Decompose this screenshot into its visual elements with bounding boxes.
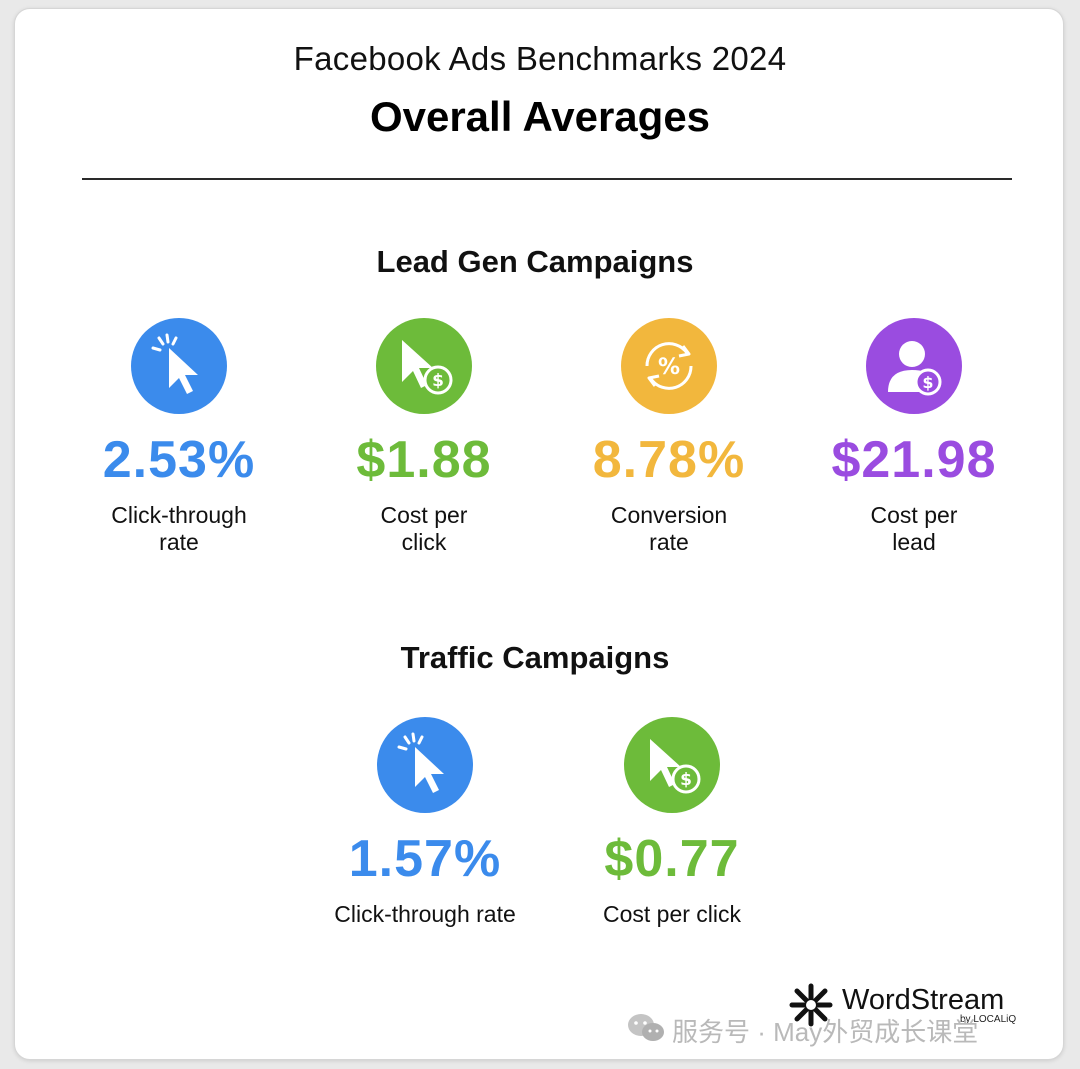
infographic-title: Facebook Ads Benchmarks 2024 bbox=[293, 40, 787, 77]
cursor-click-icon bbox=[131, 318, 227, 414]
percent-cycle-icon: % bbox=[621, 318, 717, 414]
lead-gen-ctr-label-line2: rate bbox=[159, 529, 199, 555]
infographic-card bbox=[14, 8, 1064, 1060]
lead-gen-conversion-value: 8.78% bbox=[592, 431, 746, 489]
lead-gen-cpl-label-line1: Cost per bbox=[870, 502, 958, 528]
traffic-cpc-label: Cost per click bbox=[602, 901, 742, 927]
brand-sub: by LOCALiQ bbox=[960, 1014, 1017, 1025]
lead-gen-ctr-label-line1: Click-through bbox=[111, 502, 247, 528]
wordstream-logo: WordStream by LOCALiQ bbox=[788, 980, 1028, 1030]
lead-gen-cpc-label-line2: click bbox=[401, 529, 447, 555]
lead-gen-section-title: Lead Gen Campaigns bbox=[376, 244, 694, 279]
lead-gen-cpc-label: Cost per click bbox=[289, 502, 559, 556]
lead-gen-cpc-value: $1.88 bbox=[356, 431, 492, 489]
svg-text:$: $ bbox=[432, 371, 444, 391]
lead-gen-cpl-value: $21.98 bbox=[831, 431, 997, 489]
watermark-text: 服务号 · May外贸成长课堂 bbox=[672, 1017, 979, 1047]
svg-text:$: $ bbox=[922, 373, 933, 392]
brand-name: WordStream bbox=[842, 984, 1005, 1016]
lead-gen-ctr-label: Click-through rate bbox=[44, 502, 314, 556]
lead-gen-conversion-label-line2: rate bbox=[649, 529, 689, 555]
infographic-headline: Overall Averages bbox=[369, 93, 711, 140]
lead-gen-cpl-label: Cost per lead bbox=[779, 502, 1049, 556]
traffic-section-title: Traffic Campaigns bbox=[400, 640, 670, 675]
lead-gen-conversion-label: Conversion rate bbox=[534, 502, 804, 556]
lead-gen-ctr-value: 2.53% bbox=[102, 431, 256, 489]
cursor-dollar-icon: $ bbox=[624, 717, 720, 813]
lead-gen-conversion-label-line1: Conversion bbox=[610, 502, 728, 528]
watermark: 服务号 · May外贸成长课堂 bbox=[626, 1008, 1066, 1048]
traffic-cpc-value: $0.77 bbox=[604, 830, 740, 888]
traffic-ctr-value: 1.57% bbox=[348, 830, 502, 888]
cursor-dollar-icon: $ bbox=[376, 318, 472, 414]
wordstream-mark-icon bbox=[789, 983, 833, 1027]
lead-gen-cpc-label-line1: Cost per bbox=[380, 502, 468, 528]
svg-text:$: $ bbox=[680, 770, 692, 790]
traffic-ctr-label: Click-through rate bbox=[334, 901, 516, 927]
svg-text:%: % bbox=[658, 355, 680, 380]
cursor-click-icon bbox=[377, 717, 473, 813]
wechat-icon bbox=[628, 1014, 664, 1041]
user-dollar-icon: $ bbox=[866, 318, 962, 414]
lead-gen-cpl-label-line2: lead bbox=[892, 529, 936, 555]
header-divider bbox=[82, 178, 1012, 180]
